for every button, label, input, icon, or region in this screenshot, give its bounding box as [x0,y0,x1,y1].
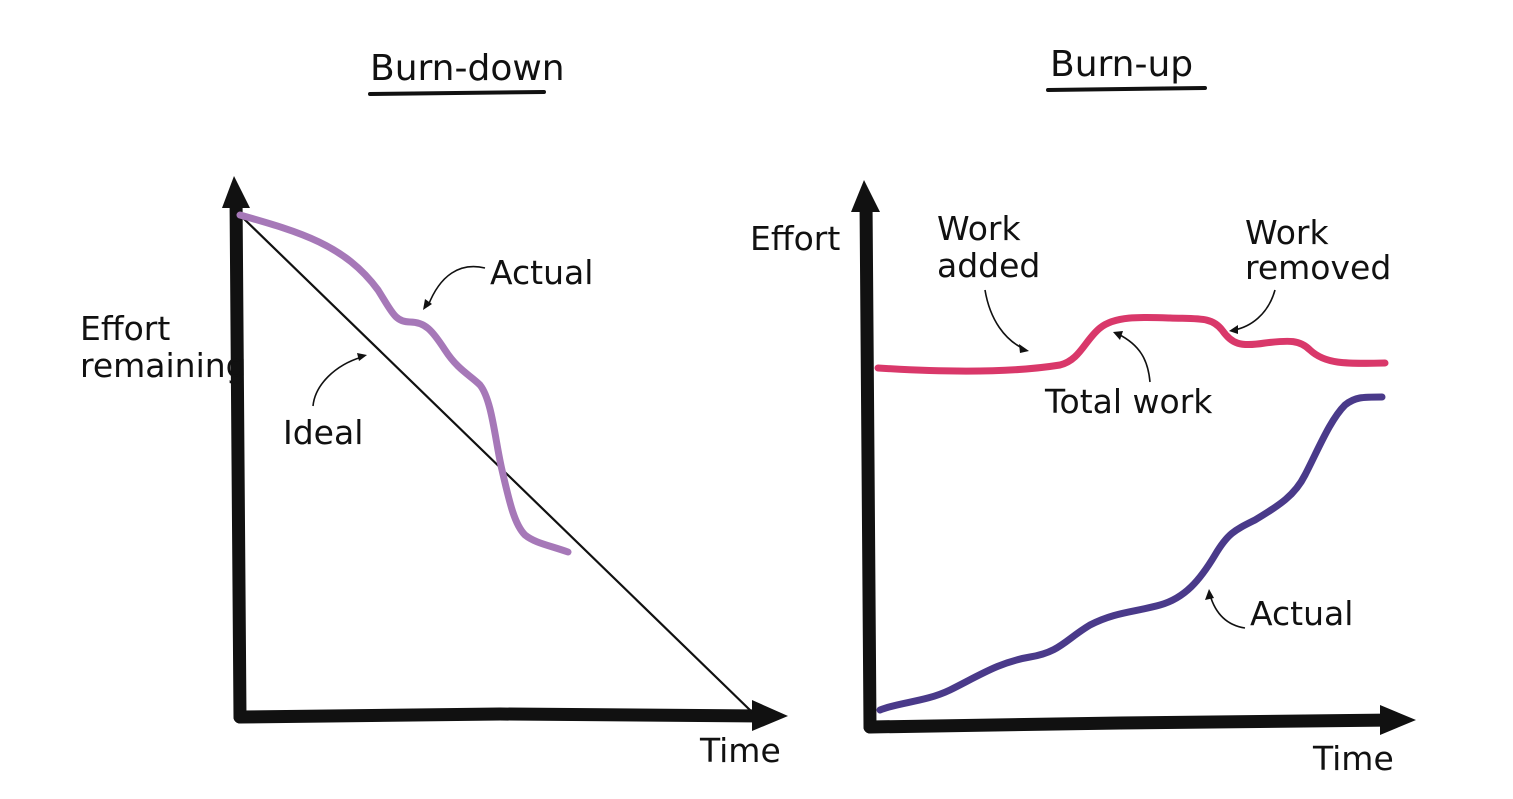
burnup-work-removed-line1: Work [1245,213,1329,252]
burnup-actual-curve [876,393,1386,714]
burnup-y-axis-arrow [851,180,880,212]
burndown-y-axis-arrow [222,176,250,208]
burnup-total-work-pointer-head [1113,331,1123,340]
burndown-ideal-line [239,214,753,713]
burndown-y-axis [229,188,247,724]
burnup-y-label: Effort [750,219,840,258]
burnup-actual-pointer-head [1205,589,1214,600]
burnup-work-added-pointer-head [1019,344,1029,353]
burnup-total-work-label: Total work [1044,382,1213,421]
burndown-x-label: Time [699,731,781,770]
burnup-actual-pointer [1209,594,1246,629]
burndown-actual-label: Actual [490,253,593,292]
burnup-panel: Burn-up Effort Time Work added Work remo… [750,44,1416,778]
burndown-ideal-label: Ideal [283,413,363,452]
burnup-actual-label: Actual [1250,594,1353,633]
burnup-work-removed-line2: removed [1245,248,1391,287]
burndown-panel: Burn-down Effort remaining Time Actual I… [80,48,788,770]
burndown-title-underline [368,90,546,96]
burndown-actual-curve [236,211,572,556]
burndown-ideal-pointer [312,356,363,407]
burnup-work-removed-pointer-head [1229,325,1238,334]
burndown-actual-pointer-head [423,299,432,310]
burndown-y-label-line2: remaining [80,346,247,385]
burndown-x-axis-arrow [752,700,788,731]
burnup-total-work-curve [874,313,1389,375]
burnup-work-added-line2: added [937,246,1040,285]
burndown-actual-pointer [427,265,486,307]
burnup-x-label: Time [1312,739,1394,778]
burnup-x-axis-arrow [1380,705,1416,735]
burndown-y-label-line1: Effort [80,309,170,348]
burnup-work-removed-pointer [1233,289,1276,331]
burnup-total-work-pointer [1117,333,1151,383]
burndown-title: Burn-down [370,48,565,89]
burnup-work-added-line1: Work [937,209,1021,248]
burnup-title: Burn-up [1050,44,1193,85]
burnup-work-added-pointer [984,289,1025,350]
burndown-x-axis [233,707,772,724]
burnup-y-axis [859,193,877,734]
burnup-x-axis [863,713,1402,734]
burnup-title-underline [1046,86,1207,92]
burndown-ideal-pointer-head [357,353,367,361]
